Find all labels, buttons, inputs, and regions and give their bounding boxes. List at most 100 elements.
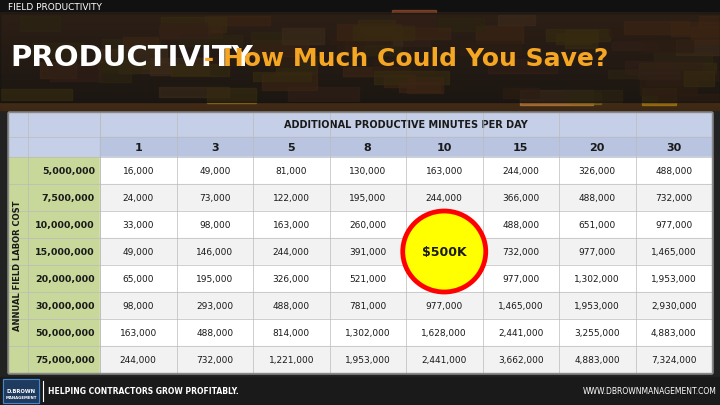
Bar — [392, 11, 436, 28]
Text: D.BROWN: D.BROWN — [6, 388, 35, 394]
Bar — [8, 113, 712, 138]
Bar — [8, 113, 712, 373]
Bar — [636, 138, 712, 158]
Bar — [482, 185, 559, 211]
Text: 977,000: 977,000 — [502, 274, 539, 283]
Bar — [0, 50, 720, 51]
Bar — [0, 84, 720, 85]
Bar — [253, 73, 311, 82]
Bar — [253, 138, 330, 158]
Bar — [563, 91, 622, 103]
Bar — [612, 43, 658, 51]
Bar — [0, 29, 720, 30]
Bar — [571, 93, 601, 105]
Bar — [476, 27, 523, 44]
Bar — [559, 319, 636, 346]
Bar — [0, 14, 720, 15]
Bar — [8, 239, 28, 265]
Bar — [0, 78, 720, 79]
Bar — [639, 64, 716, 74]
Bar — [176, 158, 253, 185]
Bar — [253, 185, 330, 211]
Bar — [0, 56, 720, 57]
Text: 73,000: 73,000 — [199, 194, 230, 202]
Bar — [0, 14, 720, 103]
Text: 163,000: 163,000 — [426, 166, 463, 175]
Text: ANNUAL FIELD LABOR COST: ANNUAL FIELD LABOR COST — [14, 200, 22, 330]
Text: 30,000,000: 30,000,000 — [35, 301, 95, 310]
Text: 2,441,000: 2,441,000 — [498, 328, 544, 337]
Bar — [559, 239, 636, 265]
Bar — [488, 60, 557, 74]
Bar — [641, 41, 693, 53]
Bar — [28, 211, 100, 239]
Bar — [253, 211, 330, 239]
Text: 1: 1 — [135, 143, 142, 153]
Bar — [0, 66, 720, 67]
Bar — [0, 37, 720, 38]
Bar — [8, 211, 28, 239]
Bar — [28, 346, 100, 373]
Bar — [8, 265, 28, 292]
Bar — [0, 0, 720, 14]
Bar — [150, 59, 209, 76]
Bar — [0, 77, 720, 78]
Text: 1,953,000: 1,953,000 — [651, 274, 697, 283]
Bar — [482, 211, 559, 239]
Bar — [625, 62, 701, 75]
Bar — [0, 97, 720, 98]
Bar — [28, 265, 100, 292]
Bar — [636, 346, 712, 373]
Text: 326,000: 326,000 — [273, 274, 310, 283]
Bar — [638, 71, 709, 80]
Bar — [100, 319, 176, 346]
Bar — [159, 88, 229, 98]
Text: 977,000: 977,000 — [655, 220, 693, 230]
Bar — [406, 319, 482, 346]
Text: 20: 20 — [590, 143, 605, 153]
Text: 2,441,000: 2,441,000 — [422, 355, 467, 364]
Bar — [642, 89, 676, 106]
Bar — [0, 20, 720, 21]
Bar — [0, 40, 720, 41]
Bar — [1, 90, 72, 101]
Bar — [267, 58, 298, 68]
Text: 195,000: 195,000 — [196, 274, 233, 283]
Bar — [0, 47, 720, 48]
Bar — [699, 17, 720, 27]
Bar — [358, 21, 395, 37]
Bar — [565, 34, 597, 49]
Bar — [330, 211, 406, 239]
Bar — [658, 95, 720, 103]
Bar — [0, 49, 720, 50]
Text: 326,000: 326,000 — [426, 220, 463, 230]
Text: 4,883,000: 4,883,000 — [575, 355, 620, 364]
Bar — [100, 346, 176, 373]
Bar — [252, 41, 308, 58]
Bar — [330, 138, 406, 158]
Bar — [0, 53, 720, 54]
Bar — [608, 71, 684, 79]
Bar — [8, 185, 28, 211]
Text: 244,000: 244,000 — [273, 247, 310, 256]
Bar — [98, 50, 167, 63]
Bar — [0, 52, 720, 53]
Bar — [330, 239, 406, 265]
Bar — [205, 17, 270, 26]
Bar — [0, 100, 720, 101]
Bar — [100, 138, 176, 158]
Bar — [100, 158, 176, 185]
Bar — [0, 101, 720, 102]
Bar — [0, 68, 720, 69]
Bar — [636, 239, 712, 265]
Bar — [0, 70, 720, 71]
Text: 732,000: 732,000 — [502, 247, 539, 256]
Bar — [253, 346, 330, 373]
Bar — [0, 74, 720, 75]
Bar — [0, 36, 720, 37]
Text: $500K: $500K — [422, 245, 467, 258]
Bar — [0, 102, 720, 103]
Bar — [520, 91, 593, 106]
Text: 195,000: 195,000 — [349, 194, 387, 202]
Bar — [161, 18, 226, 33]
